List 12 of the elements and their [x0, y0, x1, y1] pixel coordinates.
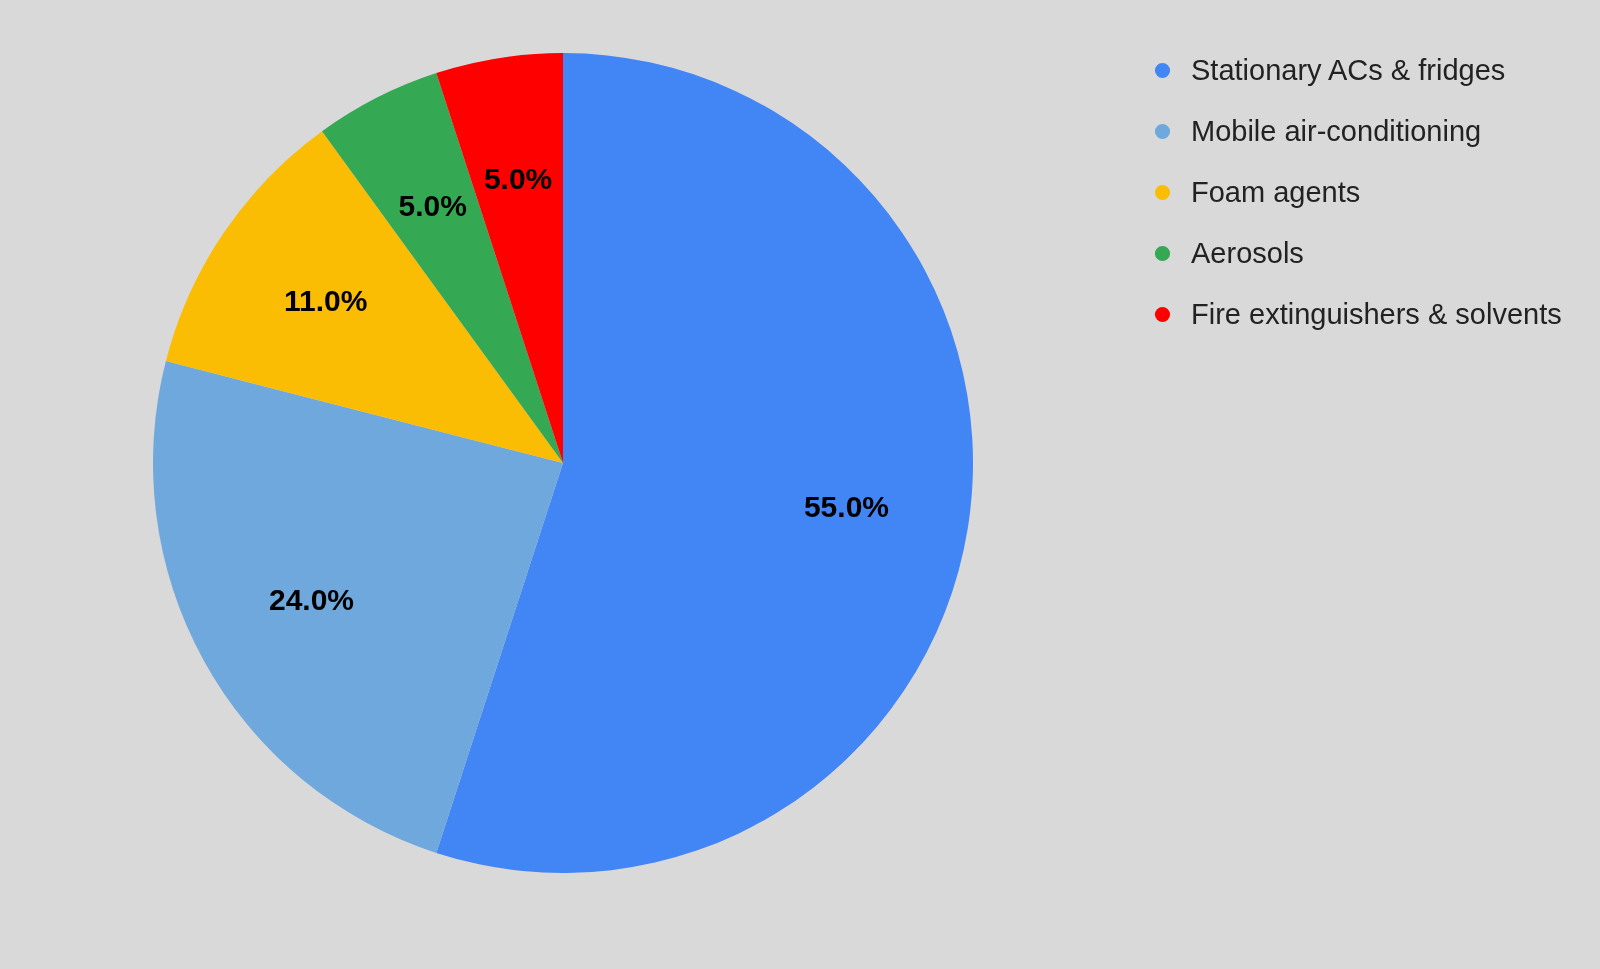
- legend-label: Stationary ACs & fridges: [1191, 53, 1506, 86]
- legend-label: Aerosols: [1191, 236, 1304, 269]
- legend-label: Mobile air-conditioning: [1191, 114, 1482, 147]
- legend-label: Foam agents: [1191, 175, 1361, 208]
- data-label: 5.0%: [483, 161, 553, 195]
- data-label: 5.0%: [398, 189, 467, 223]
- pie-slice: [153, 361, 563, 853]
- data-label: 24.0%: [268, 583, 355, 617]
- legend-label: Fire extinguishers & solvents: [1191, 297, 1562, 330]
- data-label: 11.0%: [283, 283, 368, 317]
- pie-slice: [165, 131, 563, 463]
- data-label: 55.0%: [803, 489, 890, 523]
